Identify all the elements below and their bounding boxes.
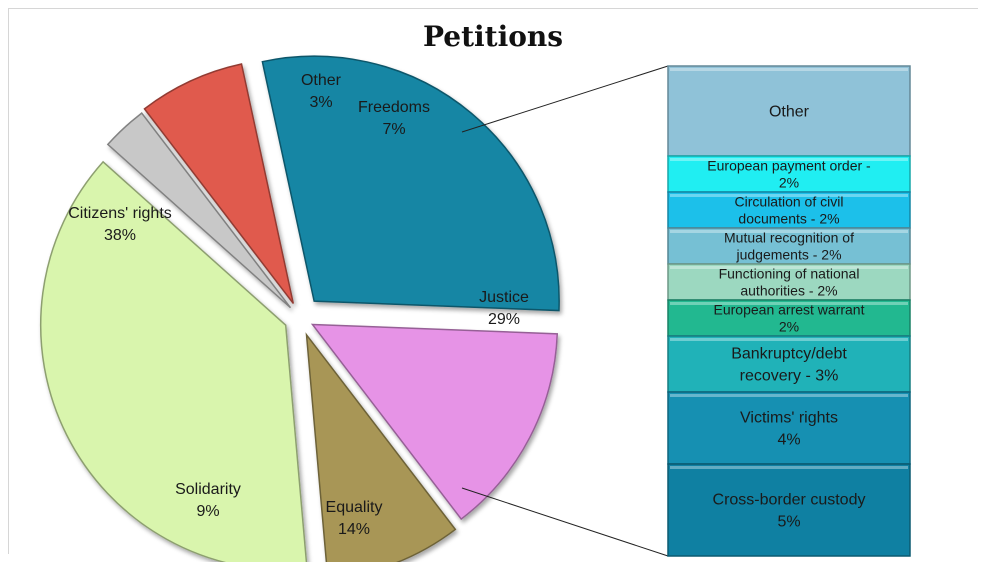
pie-slice-justice [261, 55, 560, 312]
slice-label-equality: Equality [326, 499, 383, 516]
breakdown-bar: Other European payment order -2%Circulati… [667, 65, 911, 557]
slice-value-equality: 14% [338, 521, 370, 538]
slice-label-freedoms: Freedoms [358, 99, 430, 116]
slice-label-citizens-rights: Citizens' rights [68, 205, 172, 222]
breakdown-label-other: Other [769, 104, 810, 121]
row-gloss [670, 338, 908, 341]
slice-value-other: 3% [309, 94, 332, 111]
breakdown-row-functioning-of-national-authorities-2 [667, 263, 911, 301]
chart-frame [8, 8, 978, 554]
breakdown-label-functioning-of-national-authorities-2: Functioning of national authorities - 2% [719, 265, 860, 298]
pie-slice-equality [310, 323, 559, 521]
row-gloss [670, 394, 908, 397]
breakdown-label-european-arrest-warrant-2: European arrest warrant 2% [714, 301, 865, 334]
breakdown-row-bankruptcy-debt-recovery-3 [667, 335, 911, 393]
breakdown-row-mutual-recognition-of-judgements-2 [667, 227, 911, 265]
pie-slice-citizens-rights [39, 160, 308, 562]
slice-label-justice: Justice [479, 289, 529, 306]
pie-labels: Citizens' rights 38% Other 3% Freedoms 7% Just… [68, 72, 529, 538]
connector-bottom [461, 487, 669, 557]
breakdown-label-circulation-of-civil-documents-2: Circulation of civil documents - 2% [735, 193, 844, 226]
slice-value-citizens-rights: 38% [104, 227, 136, 244]
breakdown-label-cross-border-custody-5: Cross-border custody 5% [713, 492, 866, 531]
slice-label-solidarity: Solidarity [175, 481, 241, 498]
row-gloss [670, 68, 908, 71]
breakdown-row-cross-border-custody-5 [667, 463, 911, 557]
breakdown-label-victims-rights-4: Victims' rights 4% [740, 410, 838, 449]
pie-slice-solidarity [305, 332, 457, 562]
slice-value-freedoms: 7% [382, 121, 405, 138]
row-gloss [670, 158, 908, 161]
row-gloss [670, 466, 908, 469]
pie-slices [39, 55, 560, 562]
breakdown-label-mutual-recognition-of-judgements-2: Mutual recognition of judgements - 2% [724, 229, 854, 262]
breakdown-label-bankruptcy-debt-recovery-3: Bankruptcy/debt recovery - 3% [731, 346, 847, 385]
breakdown-row-european-payment-order-2 [667, 155, 911, 193]
slice-value-solidarity: 9% [196, 503, 219, 520]
breakdown-row-other [667, 65, 911, 157]
breakdown-row-victims-rights-4 [667, 391, 911, 465]
breakdown-row-circulation-of-civil-documents-2 [667, 191, 911, 229]
row-gloss [670, 302, 908, 305]
breakdown-row-european-arrest-warrant-2 [667, 299, 911, 337]
chart-title: Petitions [422, 20, 564, 53]
breakdown-label-european-payment-order-2: European payment order -2% [707, 157, 871, 190]
slice-value-justice: 29% [488, 311, 520, 328]
row-gloss [670, 266, 908, 269]
connector-top [461, 65, 669, 133]
breakdown-connectors [461, 65, 669, 557]
row-gloss [670, 194, 908, 197]
pie-slice-other [106, 112, 292, 309]
pie-slice-freedoms [143, 63, 295, 304]
slice-label-other: Other [301, 72, 342, 89]
row-gloss [670, 230, 908, 233]
